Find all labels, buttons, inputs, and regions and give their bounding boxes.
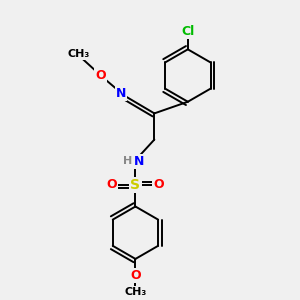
Text: CH₃: CH₃ — [124, 287, 147, 297]
Text: O: O — [153, 178, 164, 191]
Text: O: O — [95, 69, 106, 82]
Text: O: O — [130, 269, 141, 282]
Text: methoxy: methoxy — [0, 299, 1, 300]
Text: S: S — [130, 178, 140, 192]
Text: methoxy: methoxy — [79, 41, 140, 55]
Text: N: N — [134, 155, 144, 168]
Text: O: O — [107, 178, 118, 191]
Text: Cl: Cl — [181, 25, 194, 38]
Text: H: H — [123, 156, 132, 167]
Text: CH₃: CH₃ — [68, 49, 90, 59]
Text: N: N — [116, 86, 126, 100]
